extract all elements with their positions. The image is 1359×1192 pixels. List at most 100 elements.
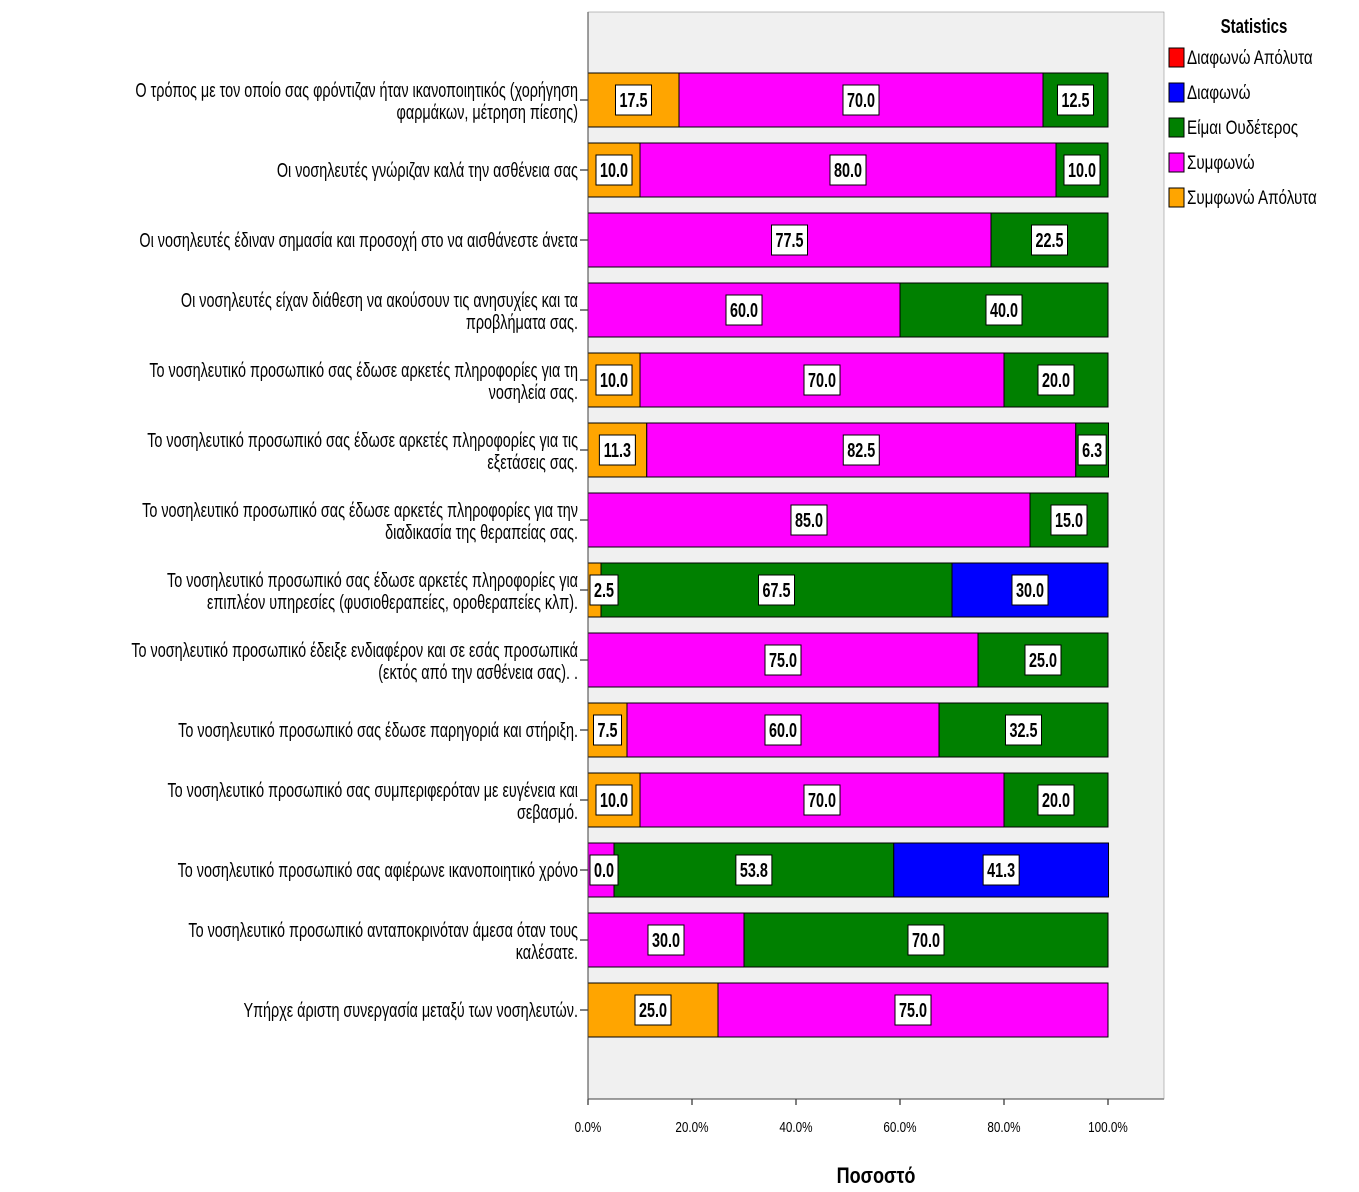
data-label-box bbox=[907, 924, 945, 956]
data-label-box bbox=[771, 224, 808, 256]
data-label-box bbox=[647, 924, 685, 956]
data-label: 15.0 bbox=[1055, 509, 1083, 532]
data-label: 17.5 bbox=[619, 89, 647, 112]
x-axis: 0.0% 20.0% 40.0% 60.0% 80.0% 100.0% Ποσοστό bbox=[575, 1099, 1128, 1188]
category-label: Οι νοσηλευτές είχαν διάθεση να ακούσουν … bbox=[181, 289, 578, 312]
data-label-box bbox=[634, 994, 672, 1026]
data-label-box bbox=[595, 154, 633, 186]
data-label-box bbox=[1057, 84, 1094, 116]
data-label-box bbox=[598, 434, 636, 466]
category-label: Υπήρχε άριστη συνεργασία μεταξύ των νοση… bbox=[244, 999, 578, 1022]
data-label: 77.5 bbox=[775, 229, 803, 252]
data-label: 30.0 bbox=[1016, 579, 1044, 602]
legend-label: Διαφωνώ Απόλυτα bbox=[1187, 46, 1313, 68]
plot-border bbox=[587, 11, 1165, 1100]
data-label-box bbox=[1063, 154, 1101, 186]
x-axis-title: Ποσοστό bbox=[837, 1164, 916, 1187]
data-label: 6.3 bbox=[1082, 439, 1102, 462]
data-label: 67.5 bbox=[762, 579, 790, 602]
x-tick-label: 0.0% bbox=[575, 1119, 602, 1136]
legend-swatch bbox=[1168, 82, 1185, 103]
legend-label: Συμφωνώ bbox=[1187, 151, 1255, 173]
data-label: 41.3 bbox=[987, 859, 1015, 882]
x-tick-label: 100.0% bbox=[1088, 1119, 1128, 1136]
data-label: 10.0 bbox=[600, 789, 628, 812]
x-tick-label: 40.0% bbox=[779, 1119, 812, 1136]
x-tick-label: 20.0% bbox=[675, 1119, 708, 1136]
data-label: 7.5 bbox=[598, 719, 618, 742]
data-label-box bbox=[1005, 714, 1042, 746]
data-label: 40.0 bbox=[990, 299, 1018, 322]
data-label: 75.0 bbox=[899, 999, 927, 1022]
data-label-box bbox=[829, 154, 867, 186]
category-label: επιπλέον υπηρεσίες (φυσιοθεραπείες, οροθ… bbox=[207, 591, 578, 614]
category-label: σεβασμό. bbox=[517, 801, 578, 824]
data-label: 70.0 bbox=[808, 369, 836, 392]
x-tick-label: 60.0% bbox=[883, 1119, 916, 1136]
data-label: 70.0 bbox=[808, 789, 836, 812]
data-label-box bbox=[1031, 224, 1068, 256]
data-label: 11.3 bbox=[604, 439, 631, 462]
data-label-box bbox=[1024, 644, 1062, 676]
legend-title: Statistics bbox=[1221, 15, 1288, 38]
data-label: 32.5 bbox=[1009, 719, 1037, 742]
data-label: 60.0 bbox=[769, 719, 797, 742]
category-label: Το νοσηλευτικό προσωπικό σας αφιέρωνε ικ… bbox=[178, 859, 578, 882]
data-label-box bbox=[1037, 364, 1075, 396]
data-label-box bbox=[803, 364, 841, 396]
data-label-box bbox=[735, 854, 773, 886]
data-labels: 17.5 70.0 12.5 10.0 80.0 10.0 77.5 22.5 60.0 40.0… bbox=[589, 84, 1107, 1026]
data-label: 80.0 bbox=[834, 159, 862, 182]
data-label: 10.0 bbox=[600, 159, 628, 182]
category-label: Το νοσηλευτικό προσωπικό σας έδωσε αρκετ… bbox=[142, 499, 578, 522]
category-label: Το νοσηλευτικό προσωπικό σας συμπεριφερό… bbox=[167, 779, 578, 802]
data-label-box bbox=[764, 714, 802, 746]
data-label-box bbox=[725, 294, 763, 326]
category-label: (εκτός από την ασθένεια σας). . bbox=[378, 661, 578, 684]
data-label-box bbox=[615, 84, 652, 116]
data-label-box bbox=[1011, 574, 1049, 606]
category-label: καλέσατε. bbox=[516, 941, 578, 964]
data-label: 10.0 bbox=[1068, 159, 1096, 182]
data-label: 20.0 bbox=[1042, 369, 1070, 392]
data-label: 85.0 bbox=[795, 509, 823, 532]
data-label: 25.0 bbox=[639, 999, 667, 1022]
category-label: Ο τρόπος με τον οποίο σας φρόντιζαν ήταν… bbox=[135, 79, 578, 102]
y-axis: Ο τρόπος με τον οποίο σας φρόντιζαν ήταν… bbox=[131, 79, 588, 1022]
data-label: 25.0 bbox=[1029, 649, 1057, 672]
data-label: 0.0 bbox=[594, 859, 614, 882]
data-label: 12.5 bbox=[1061, 89, 1089, 112]
data-label-box bbox=[593, 714, 622, 746]
data-label-box bbox=[595, 784, 633, 816]
category-label: Το νοσηλευτικό προσωπικό σας έδωσε αρκετ… bbox=[167, 569, 578, 592]
data-label: 60.0 bbox=[730, 299, 758, 322]
category-label: εξετάσεις σας. bbox=[487, 451, 578, 474]
data-label-box bbox=[1037, 784, 1075, 816]
data-label-box bbox=[589, 854, 619, 886]
data-label-box bbox=[758, 574, 795, 606]
data-label-box bbox=[842, 434, 880, 466]
category-label: Οι νοσηλευτές έδιναν σημασία και προσοχή… bbox=[139, 229, 578, 252]
category-label: νοσηλεία σας. bbox=[489, 381, 578, 404]
bar-segment bbox=[639, 142, 1057, 198]
data-label: 10.0 bbox=[600, 369, 628, 392]
legend-label: Συμφωνώ Απόλυτα bbox=[1187, 186, 1317, 208]
data-label-box bbox=[790, 504, 828, 536]
data-label-box bbox=[894, 994, 932, 1026]
category-label: Το νοσηλευτικό προσωπικό ανταποκρινόταν … bbox=[188, 919, 578, 942]
category-label: Το νοσηλευτικό προσωπικό σας έδωσε αρκετ… bbox=[147, 429, 578, 452]
category-label: Το νοσηλευτικό προσωπικό σας έδωσε αρκετ… bbox=[149, 359, 578, 382]
category-label: διαδικασία της θεραπείας σας. bbox=[385, 521, 578, 544]
legend-swatch bbox=[1168, 117, 1185, 138]
legend-swatch bbox=[1168, 152, 1185, 173]
legend-label: Είμαι Ουδέτερος bbox=[1187, 116, 1298, 138]
category-label: Το νοσηλευτικό προσωπικό έδειξε ενδιαφέρ… bbox=[131, 639, 578, 662]
data-label-box bbox=[764, 644, 802, 676]
data-label: 53.8 bbox=[740, 859, 768, 882]
data-label-box bbox=[1077, 434, 1107, 466]
category-label: φαρμάκων, μέτρηση πίεσης) bbox=[397, 101, 578, 124]
category-label: προβλήματα σας. bbox=[466, 311, 578, 334]
x-tick-label: 80.0% bbox=[987, 1119, 1020, 1136]
